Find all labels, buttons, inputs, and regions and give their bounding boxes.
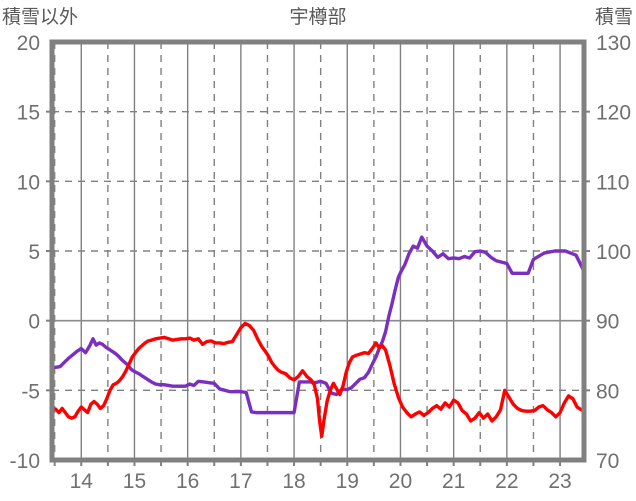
series-line-1 bbox=[50, 321, 586, 439]
x-axis-tick-label: 15 bbox=[123, 470, 146, 493]
y2-axis-tick-label: 90 bbox=[596, 311, 619, 334]
y-axis-tick-label: -5 bbox=[21, 380, 40, 403]
y2-axis-tick-label: 130 bbox=[596, 32, 631, 55]
y2-axis-tick-label: 70 bbox=[596, 450, 619, 473]
right-axis-title: 積雪 bbox=[594, 7, 633, 28]
left-axis-title: 積雪以外 bbox=[2, 7, 79, 28]
y2-axis-tick-label: 120 bbox=[596, 102, 631, 125]
y-axis-tick-label: -10 bbox=[10, 450, 40, 473]
tick-labels: -10 70 -5 80 0 90 5 100 10 110 15 120 20 130 14 15 16 17 1… bbox=[10, 32, 631, 493]
y2-axis-tick-label: 80 bbox=[596, 380, 619, 403]
x-axis-tick-label: 16 bbox=[176, 470, 199, 493]
y-axis-tick-label: 5 bbox=[28, 241, 40, 264]
tick-marks bbox=[46, 110, 590, 466]
x-axis-tick-label: 22 bbox=[495, 470, 518, 493]
x-axis-tick-label: 23 bbox=[548, 470, 571, 493]
y-axis-tick-label: 10 bbox=[17, 171, 40, 194]
x-axis-tick-label: 19 bbox=[336, 470, 359, 493]
x-axis-tick-label: 17 bbox=[229, 470, 252, 493]
y-axis-tick-label: 15 bbox=[17, 102, 40, 125]
y-axis-tick-label: 0 bbox=[28, 311, 40, 334]
y2-axis-tick-label: 100 bbox=[596, 241, 631, 264]
y2-axis-tick-label: 110 bbox=[596, 171, 629, 194]
x-axis-tick-label: 14 bbox=[70, 470, 94, 493]
series-layer bbox=[50, 235, 586, 439]
x-axis-tick-label: 18 bbox=[282, 470, 305, 493]
x-axis-tick-label: 21 bbox=[442, 470, 465, 493]
x-axis-tick-label: 20 bbox=[389, 470, 412, 493]
series-line-0 bbox=[50, 235, 586, 415]
page-title: 宇樽部 bbox=[289, 7, 347, 28]
y-axis-tick-label: 20 bbox=[17, 32, 40, 55]
